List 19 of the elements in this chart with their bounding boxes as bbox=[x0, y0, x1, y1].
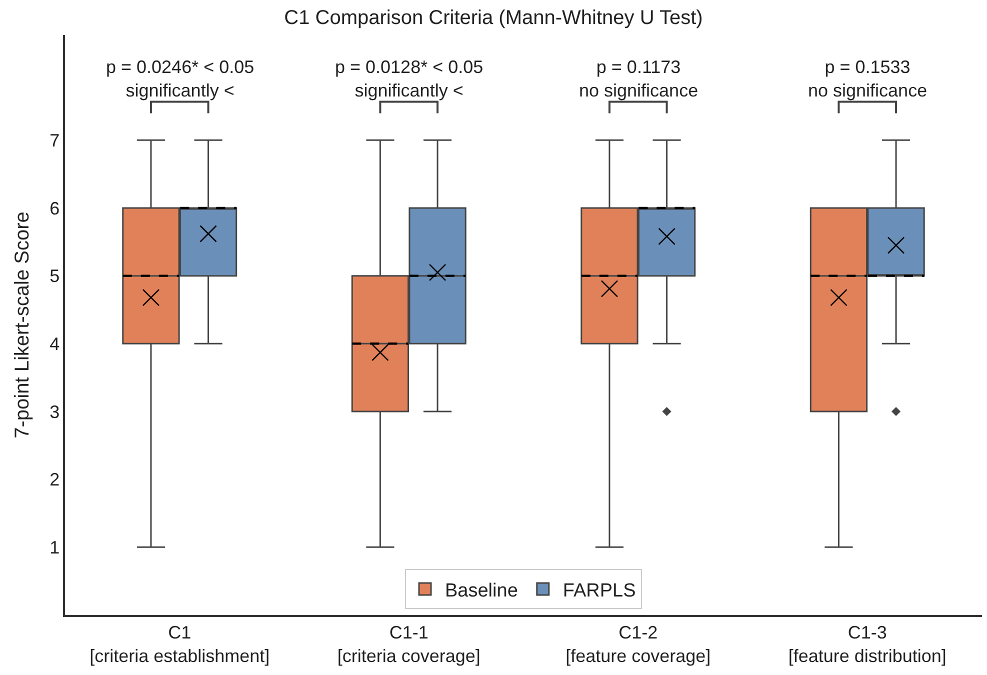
annotation: p = 0.0246* < 0.05 significantly < bbox=[106, 57, 254, 100]
y-axis-title: 7-point Likert-scale Score bbox=[12, 212, 34, 438]
y-tick-label: 2 bbox=[50, 470, 60, 490]
legend-label: FARPLS bbox=[562, 580, 636, 602]
y-tick-label: 7 bbox=[50, 130, 60, 150]
y-tick-label: 3 bbox=[50, 402, 60, 422]
x-tick-label: C1-1 [criteria coverage] bbox=[337, 622, 480, 666]
annotation: p = 0.0128* < 0.05 significantly < bbox=[335, 57, 484, 100]
y-tick-label: 1 bbox=[50, 537, 60, 558]
x-tick-label: C1-3 [feature distribution] bbox=[788, 622, 946, 666]
chart-title: C1 Comparison Criteria (Mann-Whitney U Test) bbox=[284, 7, 703, 30]
y-tick-label: 5 bbox=[50, 266, 60, 286]
annotation: p = 0.1533 no significance bbox=[808, 57, 928, 100]
x-tick-label: C1-2 [feature coverage] bbox=[566, 622, 711, 666]
y-tick-label: 6 bbox=[50, 198, 60, 218]
y-tick-label: 4 bbox=[50, 334, 60, 354]
x-tick-label: C1 [criteria establishment] bbox=[90, 622, 270, 666]
legend-label: Baseline bbox=[445, 580, 518, 602]
annotation: p = 0.1173 no significance bbox=[579, 57, 698, 100]
